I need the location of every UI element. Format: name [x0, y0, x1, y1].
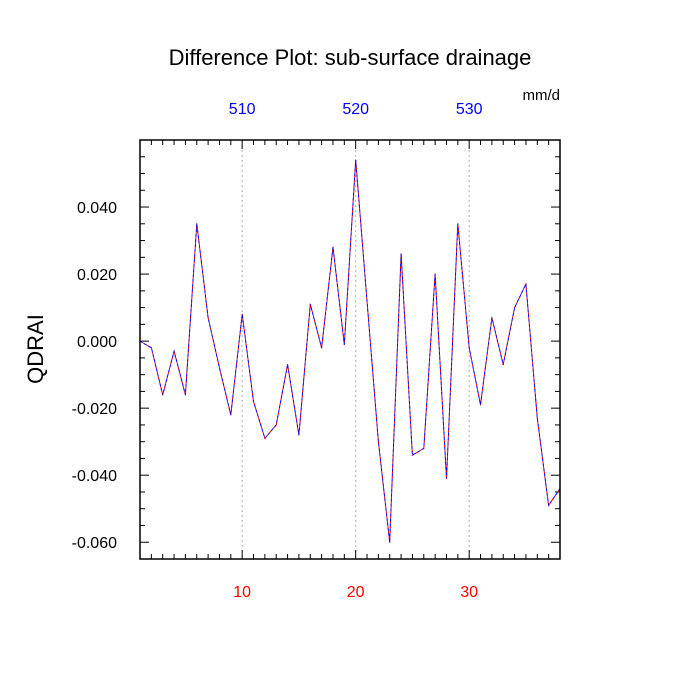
y-tick-label: -0.060: [72, 535, 117, 552]
data-point: [435, 273, 436, 274]
data-point: [525, 284, 526, 285]
data-point: [332, 247, 333, 248]
data-point: [378, 441, 379, 442]
units-label: mm/d: [523, 87, 561, 104]
data-point: [491, 317, 492, 318]
data-point: [276, 424, 277, 425]
data-point: [230, 414, 231, 415]
data-point: [514, 307, 515, 308]
data-point: [151, 347, 152, 348]
data-point: [457, 223, 458, 224]
chart-title: Difference Plot: sub-surface drainage: [169, 45, 532, 70]
data-point: [208, 317, 209, 318]
x-tick-label-top: 520: [342, 101, 369, 118]
data-point: [287, 364, 288, 365]
series-layer: [139, 160, 560, 543]
x-tick-label-top: 530: [456, 101, 483, 118]
grid-lines: [242, 140, 469, 559]
data-series-line-red: [140, 160, 560, 542]
axis-ticks: [140, 140, 560, 559]
y-tick-label: -0.020: [72, 401, 117, 418]
data-point: [298, 434, 299, 435]
data-point: [173, 351, 174, 352]
data-point: [196, 223, 197, 224]
data-point: [480, 404, 481, 405]
data-point: [310, 304, 311, 305]
data-point: [446, 478, 447, 479]
data-point: [321, 347, 322, 348]
x-tick-label-bottom: 20: [347, 584, 365, 601]
data-point: [503, 364, 504, 365]
plot-frame: [140, 140, 560, 559]
x-tick-label-bottom: 10: [233, 584, 251, 601]
data-point: [548, 505, 549, 506]
data-point: [366, 300, 367, 301]
data-point: [400, 253, 401, 254]
data-point: [253, 401, 254, 402]
data-point: [264, 438, 265, 439]
data-series-line-blue: [140, 160, 560, 542]
x-tick-label-top: 510: [229, 101, 256, 118]
data-point: [537, 418, 538, 419]
data-point: [219, 367, 220, 368]
data-point: [423, 448, 424, 449]
data-point: [469, 347, 470, 348]
data-point: [389, 542, 390, 543]
y-axis-label: QDRAI: [23, 314, 48, 384]
data-point: [242, 314, 243, 315]
data-point: [412, 454, 413, 455]
data-point: [185, 394, 186, 395]
y-tick-label: -0.040: [72, 468, 117, 485]
x-tick-label-bottom: 30: [460, 584, 478, 601]
data-point: [355, 160, 356, 161]
y-tick-label: 0.020: [77, 267, 117, 284]
data-point: [162, 394, 163, 395]
data-point: [344, 344, 345, 345]
y-tick-label: 0.040: [77, 200, 117, 217]
y-tick-label: 0.000: [77, 334, 117, 351]
tick-labels: 0.040 0.020 0.000 -0.020 -0.040 -0.060 10 20 30 5…: [72, 101, 483, 601]
